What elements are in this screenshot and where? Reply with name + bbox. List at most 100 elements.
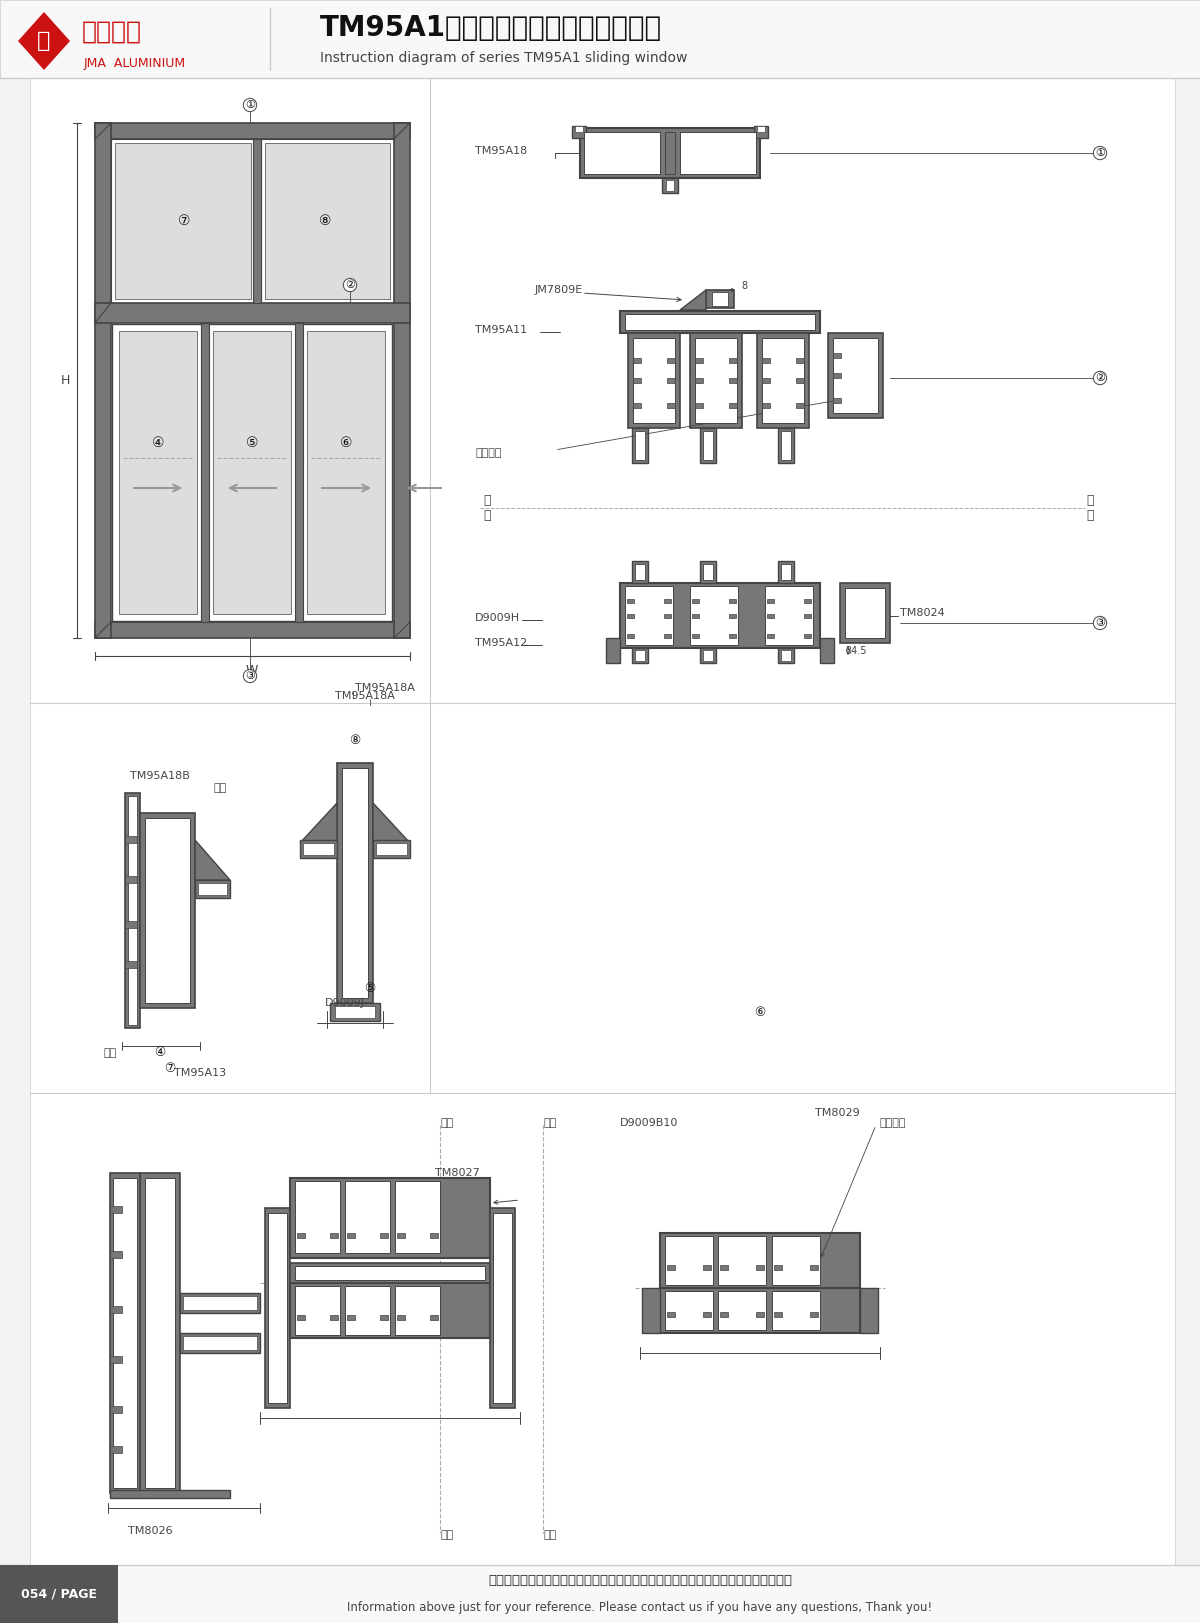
Text: TM95A18: TM95A18 xyxy=(475,146,527,156)
Text: 室内: 室内 xyxy=(544,1118,557,1128)
Bar xyxy=(125,876,137,883)
Bar xyxy=(665,131,674,174)
Text: ④: ④ xyxy=(151,437,164,450)
Bar xyxy=(778,428,794,463)
Bar xyxy=(198,883,227,894)
Bar xyxy=(330,1003,380,1021)
Bar xyxy=(664,613,671,618)
Bar xyxy=(635,565,646,579)
Bar xyxy=(110,1307,122,1313)
Text: W: W xyxy=(246,664,258,677)
Bar xyxy=(804,635,811,638)
Bar xyxy=(804,613,811,618)
Bar xyxy=(667,1264,674,1271)
Bar xyxy=(730,635,736,638)
Text: TM8029: TM8029 xyxy=(815,1109,859,1118)
Text: 室内: 室内 xyxy=(214,782,227,794)
Bar xyxy=(430,1315,438,1319)
Bar xyxy=(767,613,774,618)
Bar xyxy=(718,1237,766,1285)
Text: 室
内: 室 内 xyxy=(484,493,491,523)
Bar xyxy=(703,649,713,661)
Bar xyxy=(490,1208,515,1409)
Bar xyxy=(330,1315,338,1319)
Bar xyxy=(660,1289,860,1332)
Bar xyxy=(0,1565,1200,1623)
Bar xyxy=(634,403,641,407)
Text: TM95A18A: TM95A18A xyxy=(335,691,395,701)
Text: 室内: 室内 xyxy=(440,1118,454,1128)
Text: 室外: 室外 xyxy=(544,1530,557,1540)
Bar xyxy=(300,325,392,622)
Bar xyxy=(290,1178,490,1258)
Bar xyxy=(620,583,820,648)
Bar xyxy=(774,1311,782,1316)
Bar xyxy=(347,1315,355,1319)
Bar xyxy=(730,359,737,364)
Bar xyxy=(667,359,674,364)
Bar xyxy=(820,638,834,664)
Bar xyxy=(730,403,737,407)
Bar xyxy=(778,562,794,583)
Bar xyxy=(335,1006,374,1018)
Bar xyxy=(295,323,302,622)
Bar xyxy=(692,613,698,618)
Bar xyxy=(810,1311,818,1316)
Bar xyxy=(634,378,641,383)
Text: H: H xyxy=(60,375,70,388)
Bar xyxy=(632,428,648,463)
Bar xyxy=(840,583,890,643)
Bar xyxy=(634,359,641,364)
Bar xyxy=(110,1446,122,1453)
Bar xyxy=(700,648,716,664)
Bar xyxy=(667,403,674,407)
Bar xyxy=(774,1264,782,1271)
Bar xyxy=(110,1173,140,1493)
Bar xyxy=(804,599,811,604)
Bar xyxy=(720,1264,728,1271)
Bar xyxy=(712,292,728,307)
Bar xyxy=(298,1233,305,1238)
Text: TM95A18B: TM95A18B xyxy=(130,771,190,781)
Bar xyxy=(754,127,768,138)
Bar xyxy=(667,1311,674,1316)
Bar xyxy=(767,599,774,604)
Bar xyxy=(695,338,737,424)
Bar xyxy=(125,836,137,842)
Bar xyxy=(762,338,804,424)
Text: TM95A11: TM95A11 xyxy=(475,325,527,334)
Bar xyxy=(680,131,756,174)
Bar xyxy=(695,378,703,383)
Text: ③: ③ xyxy=(245,670,256,682)
Bar xyxy=(268,1212,287,1402)
Bar xyxy=(394,123,410,638)
Bar xyxy=(290,1263,490,1284)
Bar xyxy=(756,1264,764,1271)
Bar xyxy=(330,1233,338,1238)
Bar xyxy=(620,312,820,333)
Bar xyxy=(756,1311,764,1316)
Bar xyxy=(796,403,804,407)
Bar xyxy=(493,1212,512,1402)
Bar xyxy=(757,333,809,428)
Bar xyxy=(664,635,671,638)
Bar xyxy=(346,1182,390,1253)
Bar xyxy=(632,648,648,664)
Text: TM95A12: TM95A12 xyxy=(475,638,527,648)
Bar xyxy=(295,1182,340,1253)
Bar xyxy=(690,586,738,644)
Bar xyxy=(182,1336,257,1350)
Text: 室外: 室外 xyxy=(440,1530,454,1540)
Text: Instruction diagram of series TM95A1 sliding window: Instruction diagram of series TM95A1 sli… xyxy=(320,50,688,65)
Text: ①: ① xyxy=(1096,148,1105,157)
Bar xyxy=(110,1490,230,1498)
Bar xyxy=(781,432,791,459)
Bar xyxy=(182,1297,257,1310)
Bar xyxy=(828,333,883,419)
Bar xyxy=(0,0,1200,78)
Bar xyxy=(373,841,410,859)
Bar xyxy=(772,1237,820,1285)
Bar xyxy=(810,1264,818,1271)
Bar xyxy=(703,432,713,459)
Bar xyxy=(128,795,137,1026)
